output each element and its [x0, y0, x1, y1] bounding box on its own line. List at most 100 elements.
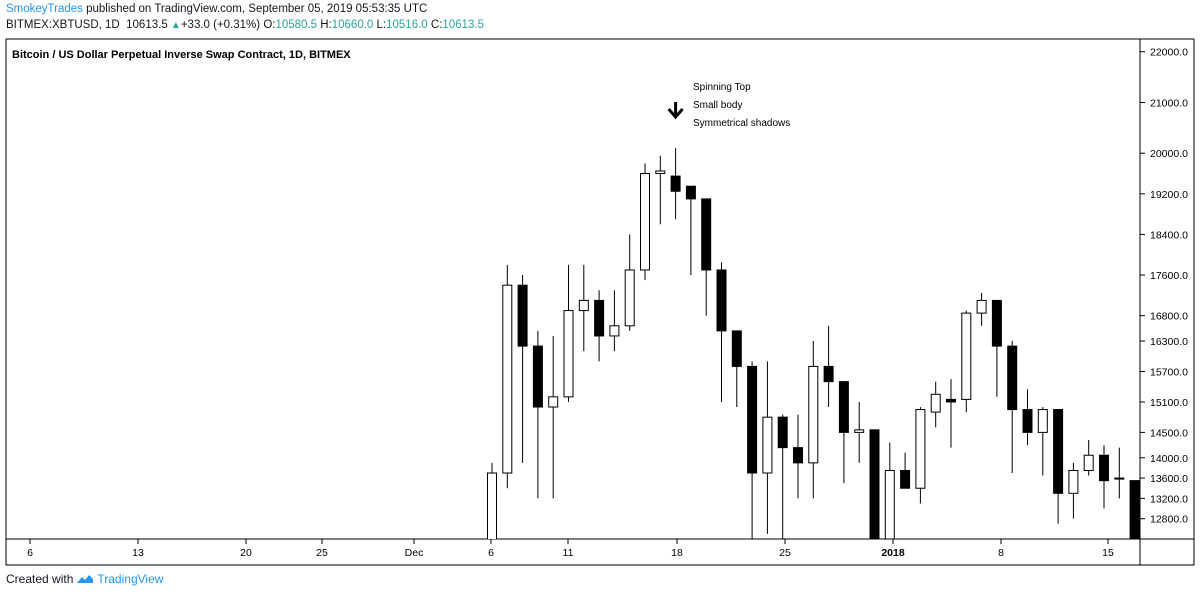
candle-body: [991, 299, 1002, 347]
y-tick-label: 19200.0: [1150, 189, 1188, 201]
candle: [701, 198, 712, 316]
candle: [655, 155, 666, 225]
footer: Created with TradingView: [6, 572, 163, 586]
candle-body: [701, 198, 712, 271]
candle: [685, 185, 696, 276]
annotation-text: Symmetrical shadows: [693, 118, 790, 129]
candle: [624, 234, 635, 331]
candle-body: [1068, 469, 1079, 494]
candle-body: [762, 416, 773, 474]
x-tick-label: 6: [27, 547, 33, 559]
candle-body: [808, 365, 819, 464]
y-tick-label: 22000.0: [1150, 47, 1188, 59]
symbol-line: BITMEX:XBTUSD, 1D 10613.5 ▲+33.0 (+0.31%…: [6, 19, 484, 31]
candle-body: [961, 312, 972, 400]
tradingview-logo-icon: [77, 575, 94, 583]
candle: [961, 310, 972, 413]
y-tick-label: 12800.0: [1150, 514, 1188, 526]
candle-body: [655, 170, 666, 175]
candle-body: [838, 381, 849, 433]
candle: [946, 379, 956, 448]
chart-frame: [5, 38, 1195, 566]
candle: [854, 401, 865, 463]
y-tick-label: 17600.0: [1150, 270, 1188, 282]
open-label: O:: [263, 19, 276, 31]
last-price: 10613.5: [126, 19, 168, 31]
candle: [517, 275, 528, 463]
x-tick-label: 15: [1102, 547, 1114, 559]
candle: [670, 148, 681, 220]
candle-body: [930, 393, 941, 413]
candle: [548, 335, 559, 499]
candle: [884, 442, 895, 539]
candle-body: [854, 429, 865, 433]
candle: [487, 462, 497, 539]
candle-body: [548, 396, 559, 408]
candle-body: [793, 447, 803, 464]
candle-body: [1022, 409, 1033, 433]
candle: [762, 361, 773, 534]
candle: [1129, 480, 1140, 539]
down-arrow-icon: [667, 102, 684, 120]
candle: [869, 429, 880, 539]
candle-body: [747, 365, 758, 474]
candle: [930, 381, 941, 428]
high-value: 10660.0: [331, 19, 374, 31]
time-axis: 6 13 20 25 Dec 6 11 18 25 2018 8 15: [27, 539, 1114, 559]
candle-body: [946, 398, 956, 403]
low-label: L:: [376, 19, 387, 31]
candles-group: [487, 148, 1140, 539]
x-tick-label: 2018: [881, 547, 905, 559]
x-tick-label: Dec: [405, 547, 424, 559]
open-value: 10580.5: [275, 19, 318, 31]
y-tick-label: 16300.0: [1150, 336, 1188, 348]
candle-body: [777, 416, 788, 449]
candle: [563, 264, 574, 402]
y-tick-label: 15700.0: [1150, 366, 1188, 378]
author-link[interactable]: SmokeyTrades: [6, 3, 83, 15]
candle: [731, 330, 742, 408]
candle-body: [578, 299, 589, 312]
candle: [823, 325, 834, 408]
candle-body: [869, 429, 880, 539]
candle-body: [900, 469, 911, 489]
candle-body: [594, 299, 605, 337]
annotation-group: Spinning Top Small body Symmetrical shadow…: [667, 82, 790, 129]
close-label: C:: [430, 19, 443, 31]
candle-body: [1037, 409, 1048, 433]
candle-body: [1114, 477, 1125, 480]
candle: [594, 290, 605, 362]
candle: [1068, 462, 1079, 519]
x-tick-label: 18: [671, 547, 683, 559]
candle-body: [823, 365, 834, 383]
candle: [1007, 341, 1018, 474]
candle-body: [487, 472, 497, 539]
candle: [1053, 409, 1064, 524]
x-tick-label: 6: [488, 547, 494, 559]
candle-body: [1129, 480, 1140, 539]
candle-body: [502, 284, 513, 474]
candle: [1083, 440, 1094, 476]
close-value: 10613.5: [442, 19, 484, 31]
chart-title: Bitcoin / US Dollar Perpetual Inverse Sw…: [12, 49, 351, 61]
candle: [900, 452, 911, 489]
candle: [1099, 445, 1109, 509]
x-tick-label: 20: [240, 547, 252, 559]
candle: [793, 414, 803, 499]
candle-body: [532, 345, 543, 408]
candle: [640, 163, 650, 281]
y-tick-label: 18400.0: [1150, 229, 1188, 241]
candle-body: [731, 330, 742, 367]
y-tick-label: 15100.0: [1150, 397, 1188, 409]
x-tick-label: 8: [998, 547, 1004, 559]
candle: [976, 292, 987, 326]
x-tick-label: 25: [779, 547, 791, 559]
tradingview-brand[interactable]: TradingView: [97, 572, 164, 586]
candle: [716, 262, 727, 402]
candle: [747, 361, 758, 539]
candle-body: [1083, 454, 1094, 471]
candle: [502, 264, 513, 489]
created-with-text: Created with: [6, 572, 74, 586]
candle: [808, 341, 819, 499]
